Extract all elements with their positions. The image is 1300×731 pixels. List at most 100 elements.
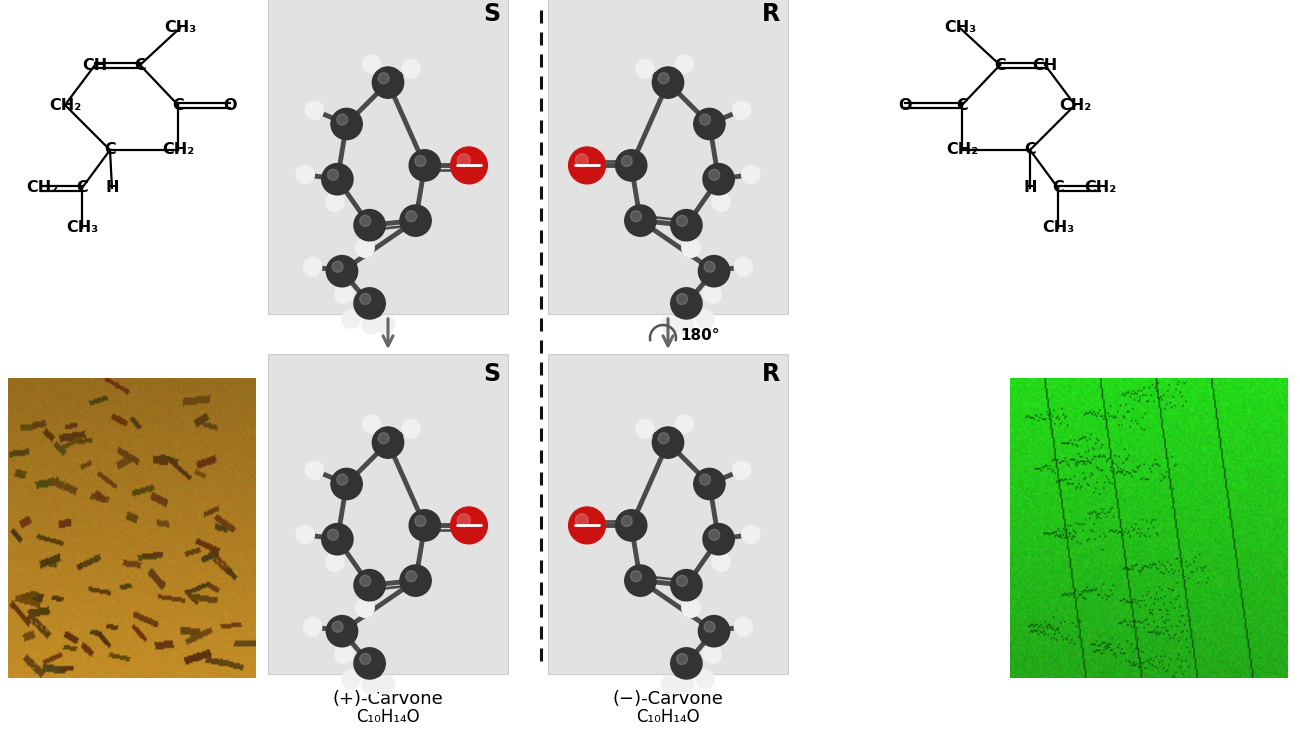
Circle shape [734, 618, 753, 636]
Circle shape [342, 670, 360, 689]
Text: (+)-Carvone: (+)-Carvone [333, 690, 443, 708]
Circle shape [328, 170, 338, 181]
Circle shape [671, 210, 702, 240]
Circle shape [306, 101, 324, 119]
Circle shape [676, 294, 688, 305]
Circle shape [363, 675, 381, 694]
Circle shape [325, 553, 343, 572]
Circle shape [363, 55, 381, 73]
Circle shape [360, 216, 370, 227]
Text: CH₂: CH₂ [1084, 181, 1117, 195]
Text: C: C [104, 143, 116, 157]
Circle shape [703, 285, 722, 303]
Text: CH₃: CH₃ [1041, 221, 1074, 235]
Circle shape [741, 165, 760, 183]
Text: CH₃: CH₃ [944, 20, 976, 36]
Circle shape [372, 427, 403, 458]
Circle shape [658, 73, 670, 83]
Text: CH₂: CH₂ [946, 143, 978, 157]
Circle shape [303, 618, 322, 636]
Circle shape [415, 156, 426, 167]
Circle shape [410, 150, 441, 181]
Circle shape [378, 433, 389, 444]
Circle shape [671, 648, 702, 679]
Circle shape [451, 147, 488, 183]
Text: H: H [1023, 181, 1037, 195]
Circle shape [694, 108, 725, 140]
Circle shape [376, 675, 394, 694]
Circle shape [676, 315, 694, 334]
Circle shape [705, 621, 715, 632]
Circle shape [328, 529, 338, 540]
Circle shape [568, 147, 606, 183]
Circle shape [303, 257, 322, 276]
Text: S: S [482, 362, 500, 386]
Circle shape [705, 262, 715, 272]
Text: C: C [994, 58, 1006, 72]
Circle shape [676, 415, 694, 433]
FancyBboxPatch shape [268, 354, 508, 674]
Circle shape [741, 526, 760, 544]
Circle shape [625, 205, 656, 236]
Circle shape [662, 675, 680, 694]
Circle shape [671, 569, 702, 601]
Text: CH₃: CH₃ [164, 20, 196, 36]
Circle shape [630, 571, 641, 582]
Circle shape [451, 507, 488, 544]
Circle shape [708, 529, 720, 540]
FancyBboxPatch shape [549, 0, 788, 314]
Circle shape [337, 474, 347, 485]
Circle shape [458, 514, 471, 527]
Circle shape [576, 154, 589, 167]
Circle shape [732, 461, 751, 480]
Circle shape [712, 193, 731, 211]
Circle shape [354, 288, 385, 319]
Text: C: C [956, 97, 968, 113]
Circle shape [332, 262, 343, 272]
Circle shape [342, 310, 360, 328]
Text: C: C [1052, 181, 1063, 195]
Text: CH: CH [1032, 58, 1058, 72]
Circle shape [325, 193, 343, 211]
Circle shape [400, 565, 432, 596]
Circle shape [625, 565, 656, 596]
Circle shape [332, 621, 343, 632]
Circle shape [332, 108, 363, 140]
Circle shape [653, 67, 684, 98]
Circle shape [376, 315, 394, 334]
Circle shape [703, 523, 734, 555]
Circle shape [636, 420, 654, 438]
Circle shape [458, 154, 471, 167]
Circle shape [630, 211, 641, 221]
Text: C: C [172, 97, 183, 113]
Circle shape [360, 575, 370, 586]
Circle shape [334, 285, 354, 303]
Text: CH₂: CH₂ [162, 143, 194, 157]
Text: R: R [762, 362, 780, 386]
Circle shape [734, 257, 753, 276]
Circle shape [356, 239, 374, 257]
Text: O: O [898, 97, 911, 113]
Circle shape [402, 420, 420, 438]
Circle shape [322, 523, 354, 555]
Circle shape [372, 67, 403, 98]
Circle shape [621, 156, 632, 167]
Circle shape [662, 315, 680, 334]
Circle shape [402, 60, 420, 78]
Circle shape [354, 648, 385, 679]
Circle shape [296, 526, 315, 544]
Text: O: O [224, 97, 237, 113]
Circle shape [363, 415, 381, 433]
Circle shape [681, 239, 701, 257]
Circle shape [354, 569, 385, 601]
Text: CH: CH [82, 58, 108, 72]
Circle shape [306, 461, 324, 480]
Circle shape [363, 315, 381, 334]
Circle shape [337, 114, 347, 125]
Circle shape [636, 60, 654, 78]
Circle shape [332, 469, 363, 500]
Circle shape [410, 510, 441, 541]
Text: C: C [1024, 143, 1036, 157]
Text: R: R [762, 2, 780, 26]
Text: (−)-Carvone: (−)-Carvone [612, 690, 723, 708]
